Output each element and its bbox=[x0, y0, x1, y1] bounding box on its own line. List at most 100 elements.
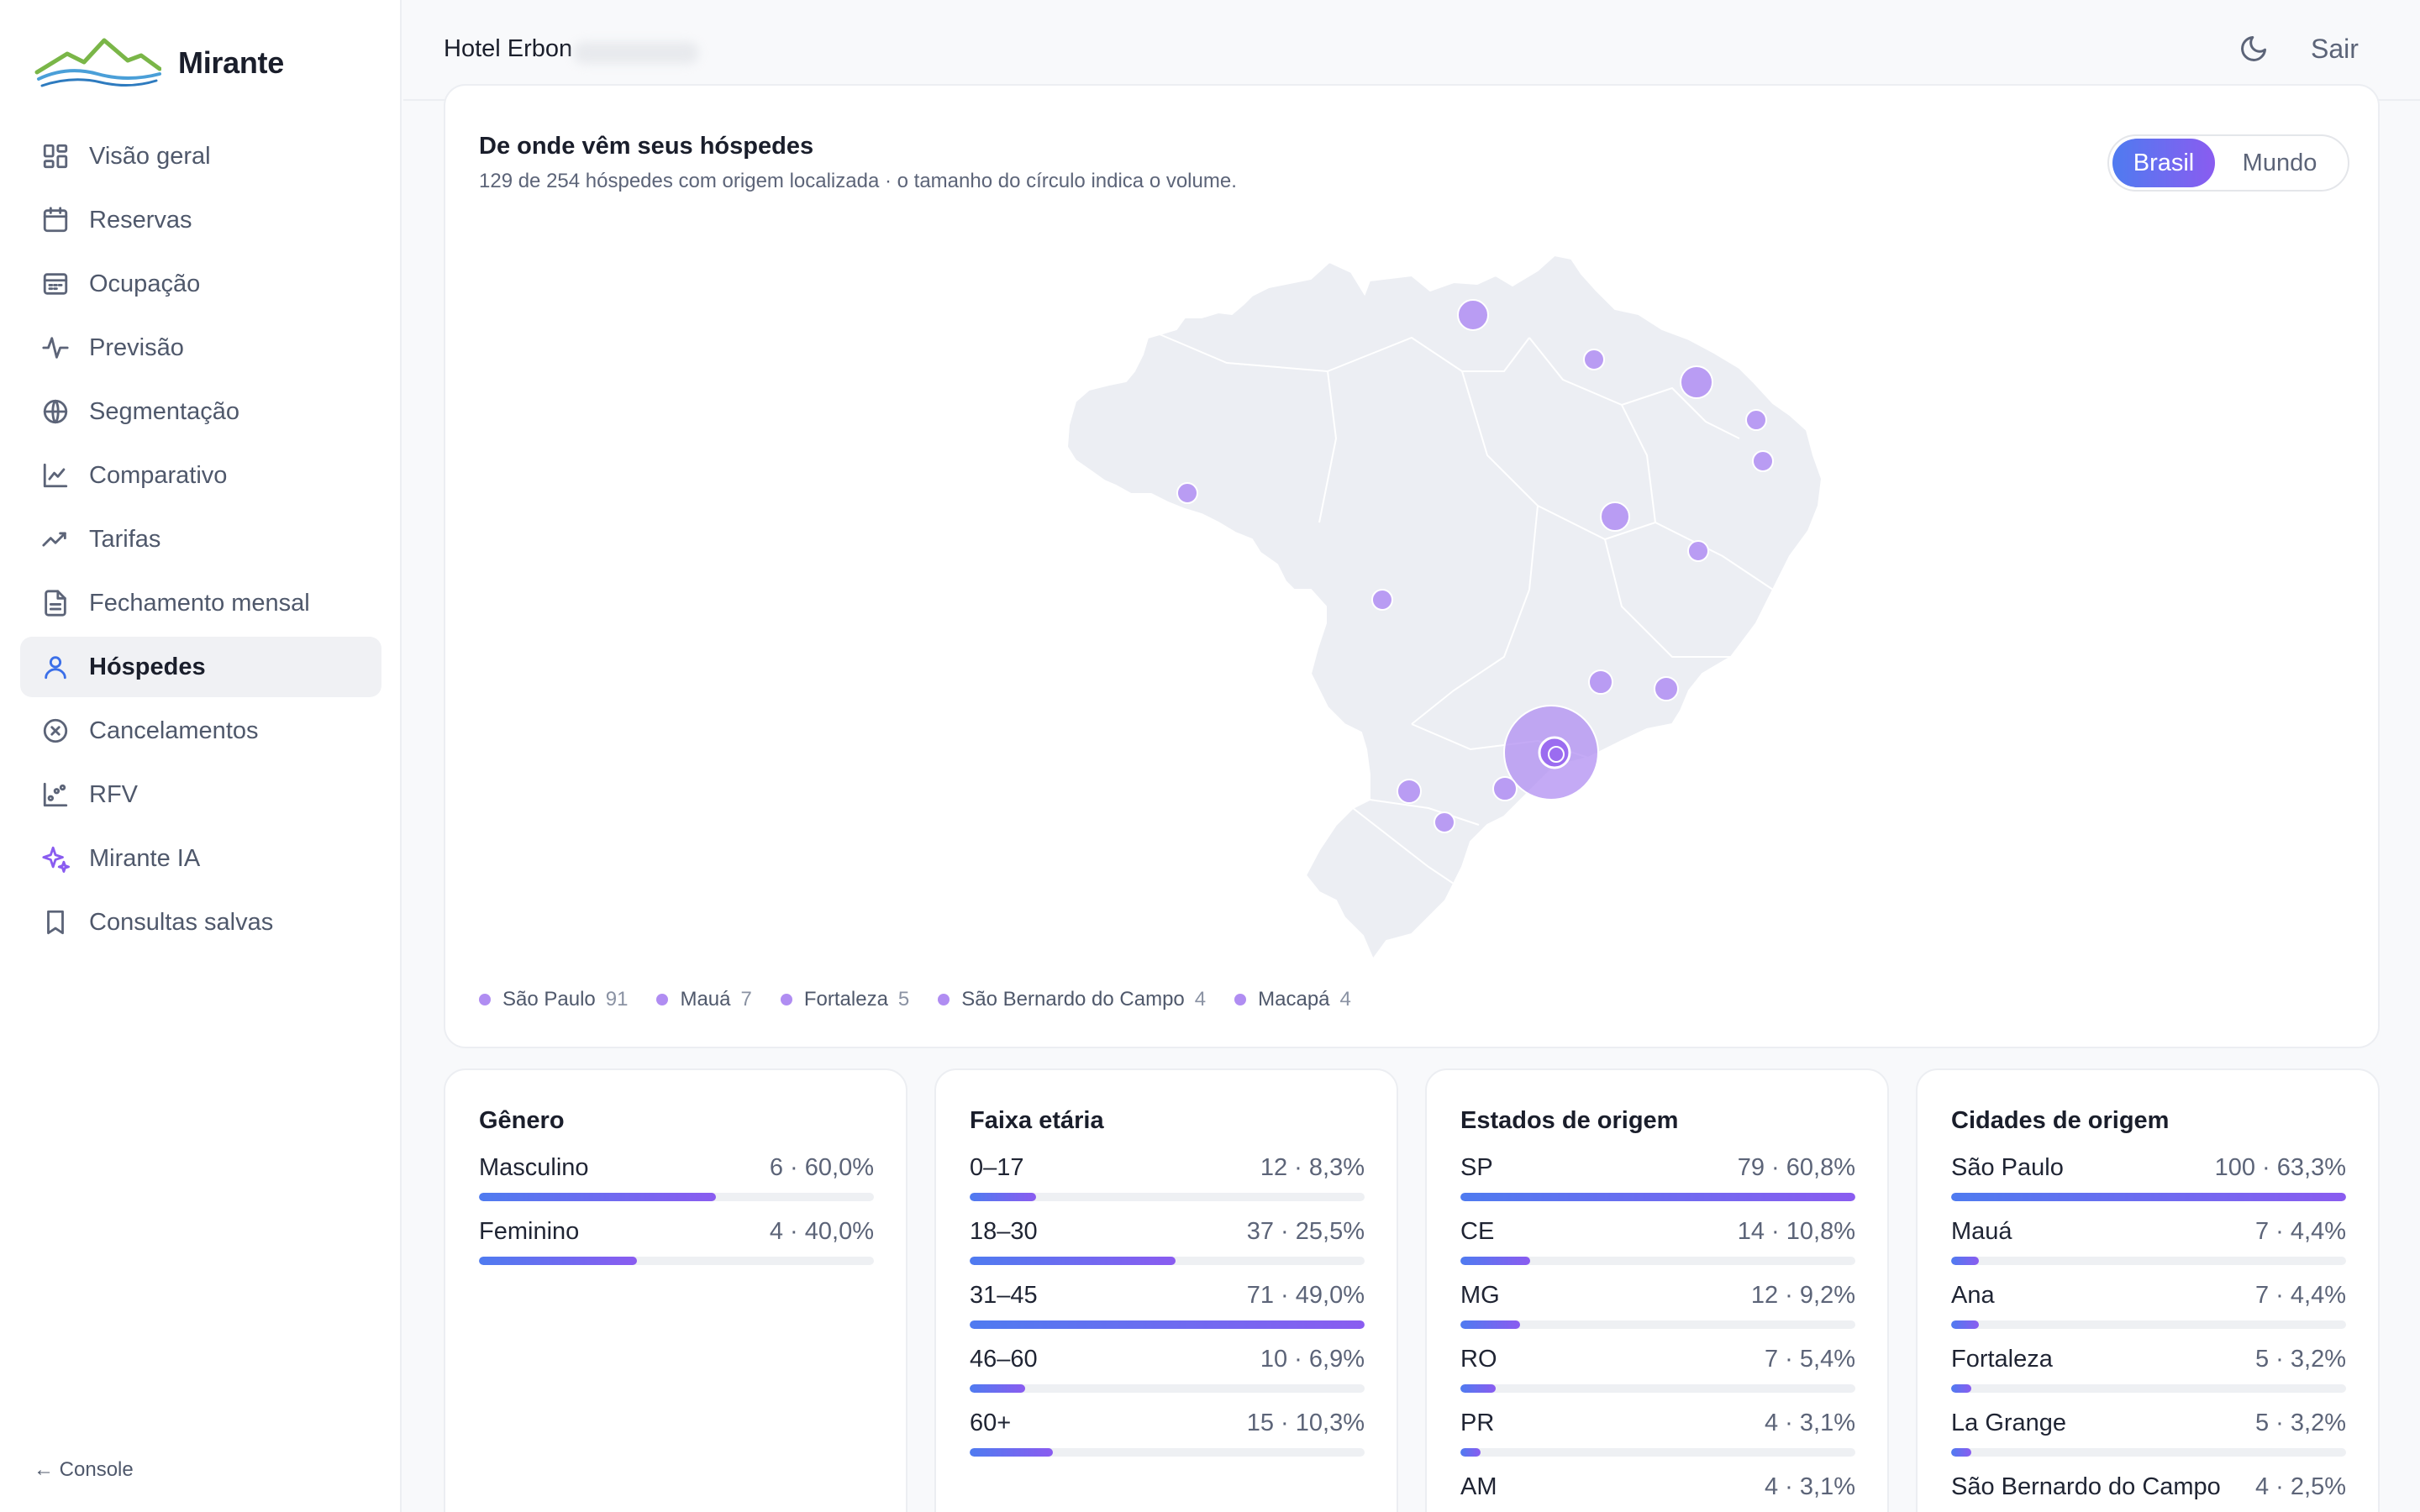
document-icon bbox=[40, 588, 71, 618]
city-markers bbox=[1176, 299, 1774, 833]
sidebar-item-segmentacao[interactable]: Segmentação bbox=[20, 381, 381, 442]
bar-fill bbox=[1460, 1193, 1855, 1201]
sidebar-item-label: Cancelamentos bbox=[89, 717, 259, 744]
bar-fill bbox=[970, 1320, 1365, 1329]
legend-item: São Bernardo do Campo 4 bbox=[938, 988, 1206, 1011]
sidebar: Mirante Visão geral Reservas Ocupação Pr… bbox=[0, 0, 402, 1512]
age-card: Faixa etária 0–17 12 · 8,3% 18–30 37 · 2… bbox=[934, 1068, 1398, 1512]
city-marker-macapa bbox=[1457, 299, 1489, 331]
sidebar-item-label: Visão geral bbox=[89, 142, 211, 170]
sidebar-item-ocupacao[interactable]: Ocupação bbox=[20, 254, 381, 314]
hotel-name[interactable]: Hotel Erbon bbox=[444, 35, 573, 62]
row-value: 100 · 63,3% bbox=[2214, 1154, 2346, 1181]
city-marker-ne-3 bbox=[1752, 450, 1774, 472]
sidebar-item-tarifas[interactable]: Tarifas bbox=[20, 509, 381, 570]
stat-row: 60+ 15 · 10,3% bbox=[970, 1410, 1365, 1473]
row-label: Mauá bbox=[1951, 1218, 2012, 1245]
city-marker-ne-1 bbox=[1583, 349, 1605, 370]
card-title: Estados de origem bbox=[1460, 1107, 1679, 1134]
sidebar-item-mirante-ia[interactable]: Mirante IA bbox=[20, 828, 381, 889]
sidebar-item-comparativo[interactable]: Comparativo bbox=[20, 445, 381, 506]
stat-row: Ana 7 · 4,4% bbox=[1951, 1282, 2346, 1346]
legend-value: 7 bbox=[740, 988, 752, 1011]
bar-fill bbox=[1951, 1320, 1979, 1329]
stat-row: RO 7 · 5,4% bbox=[1460, 1346, 1855, 1410]
row-value: 15 · 10,3% bbox=[1246, 1410, 1365, 1436]
sidebar-item-consultas-salvas[interactable]: Consultas salvas bbox=[20, 892, 381, 953]
toggle-brasil[interactable]: Brasil bbox=[2112, 139, 2215, 187]
city-marker-parana-1 bbox=[1397, 779, 1422, 804]
toggle-mundo[interactable]: Mundo bbox=[2242, 149, 2317, 176]
row-value: 71 · 49,0% bbox=[1246, 1282, 1365, 1309]
sidebar-item-label: Mirante IA bbox=[89, 844, 201, 872]
bar-fill bbox=[1951, 1257, 1979, 1265]
bar-fill bbox=[1460, 1257, 1531, 1265]
guest-origin-map-card: De onde vêm seus hóspedes 129 de 254 hós… bbox=[444, 84, 2380, 1048]
legend-dot bbox=[780, 994, 792, 1005]
card-title: Gênero bbox=[479, 1107, 565, 1134]
legend-name: São Bernardo do Campo bbox=[961, 988, 1185, 1011]
sidebar-item-reservas[interactable]: Reservas bbox=[20, 190, 381, 250]
row-label: RO bbox=[1460, 1346, 1497, 1373]
row-value: 5 · 3,2% bbox=[2255, 1346, 2346, 1373]
bookmark-icon bbox=[40, 907, 71, 937]
sidebar-item-label: Comparativo bbox=[89, 461, 228, 489]
bar-fill bbox=[1951, 1193, 2346, 1201]
row-label: São Bernardo do Campo bbox=[1951, 1473, 2221, 1500]
sidebar-item-fechamento-mensal[interactable]: Fechamento mensal bbox=[20, 573, 381, 633]
bar-track bbox=[1951, 1320, 2346, 1329]
brazil-map bbox=[1065, 254, 1823, 962]
grid-icon bbox=[40, 141, 71, 171]
row-label: MG bbox=[1460, 1282, 1500, 1309]
stat-row: Fortaleza 5 · 3,2% bbox=[1951, 1346, 2346, 1410]
bar-track bbox=[1460, 1193, 1855, 1201]
row-label: PR bbox=[1460, 1410, 1495, 1436]
bar-track bbox=[1460, 1320, 1855, 1329]
sidebar-item-previsao[interactable]: Previsão bbox=[20, 318, 381, 378]
row-label: CE bbox=[1460, 1218, 1495, 1245]
stat-row: Mauá 7 · 4,4% bbox=[1951, 1218, 2346, 1282]
row-value: 14 · 10,8% bbox=[1737, 1218, 1855, 1245]
row-value: 4 · 40,0% bbox=[769, 1218, 874, 1245]
scatter-icon bbox=[40, 780, 71, 810]
row-label: SP bbox=[1460, 1154, 1493, 1181]
stat-row: PR 4 · 3,1% bbox=[1460, 1410, 1855, 1473]
sidebar-item-rfv[interactable]: RFV bbox=[20, 764, 381, 825]
row-label: 0–17 bbox=[970, 1154, 1024, 1181]
legend-name: São Paulo bbox=[502, 988, 596, 1011]
city-marker-ne-2 bbox=[1745, 409, 1767, 431]
legend-value: 5 bbox=[897, 988, 910, 1011]
card-title: Cidades de origem bbox=[1951, 1107, 2170, 1134]
map-legend: São Paulo 91 Mauá 7 Fortaleza 5 São Bern… bbox=[479, 988, 1380, 1011]
brand[interactable]: Mirante bbox=[34, 35, 284, 91]
bar-fill bbox=[970, 1384, 1026, 1393]
row-label: AM bbox=[1460, 1473, 1497, 1500]
sidebar-item-label: Consultas salvas bbox=[89, 908, 274, 936]
mountain-logo-icon bbox=[34, 38, 161, 87]
stat-row: São Bernardo do Campo 4 · 2,5% bbox=[1951, 1473, 2346, 1512]
row-value: 12 · 9,2% bbox=[1750, 1282, 1855, 1309]
row-value: 6 · 60,0% bbox=[769, 1154, 874, 1181]
brand-name: Mirante bbox=[178, 45, 284, 80]
console-link[interactable]: ← Console bbox=[34, 1458, 134, 1481]
sidebar-item-label: Ocupação bbox=[89, 270, 201, 297]
row-value: 37 · 25,5% bbox=[1246, 1218, 1365, 1245]
moon-icon[interactable] bbox=[2238, 34, 2272, 67]
legend-item: Mauá 7 bbox=[656, 988, 752, 1011]
sidebar-nav: Visão geral Reservas Ocupação Previsão S… bbox=[20, 126, 381, 956]
stat-row: AM 4 · 3,1% bbox=[1460, 1473, 1855, 1512]
sidebar-item-visao-geral[interactable]: Visão geral bbox=[20, 126, 381, 186]
stat-rows: São Paulo 100 · 63,3% Mauá 7 · 4,4% Ana … bbox=[1951, 1154, 2346, 1512]
logout-button[interactable]: Sair bbox=[2311, 34, 2359, 64]
calendar-grid-icon bbox=[40, 269, 71, 299]
map-subtitle: 129 de 254 hóspedes com origem localizad… bbox=[479, 170, 1237, 192]
city-marker-rondonia bbox=[1176, 482, 1198, 504]
sparkles-icon bbox=[40, 843, 71, 874]
legend-item: São Paulo 91 bbox=[479, 988, 628, 1011]
bar-fill bbox=[479, 1193, 716, 1201]
sidebar-item-hospedes[interactable]: Hóspedes bbox=[20, 637, 381, 697]
sidebar-item-cancelamentos[interactable]: Cancelamentos bbox=[20, 701, 381, 761]
stat-row: 0–17 12 · 8,3% bbox=[970, 1154, 1365, 1218]
stat-row: São Paulo 100 · 63,3% bbox=[1951, 1154, 2346, 1218]
bar-track bbox=[970, 1384, 1365, 1393]
